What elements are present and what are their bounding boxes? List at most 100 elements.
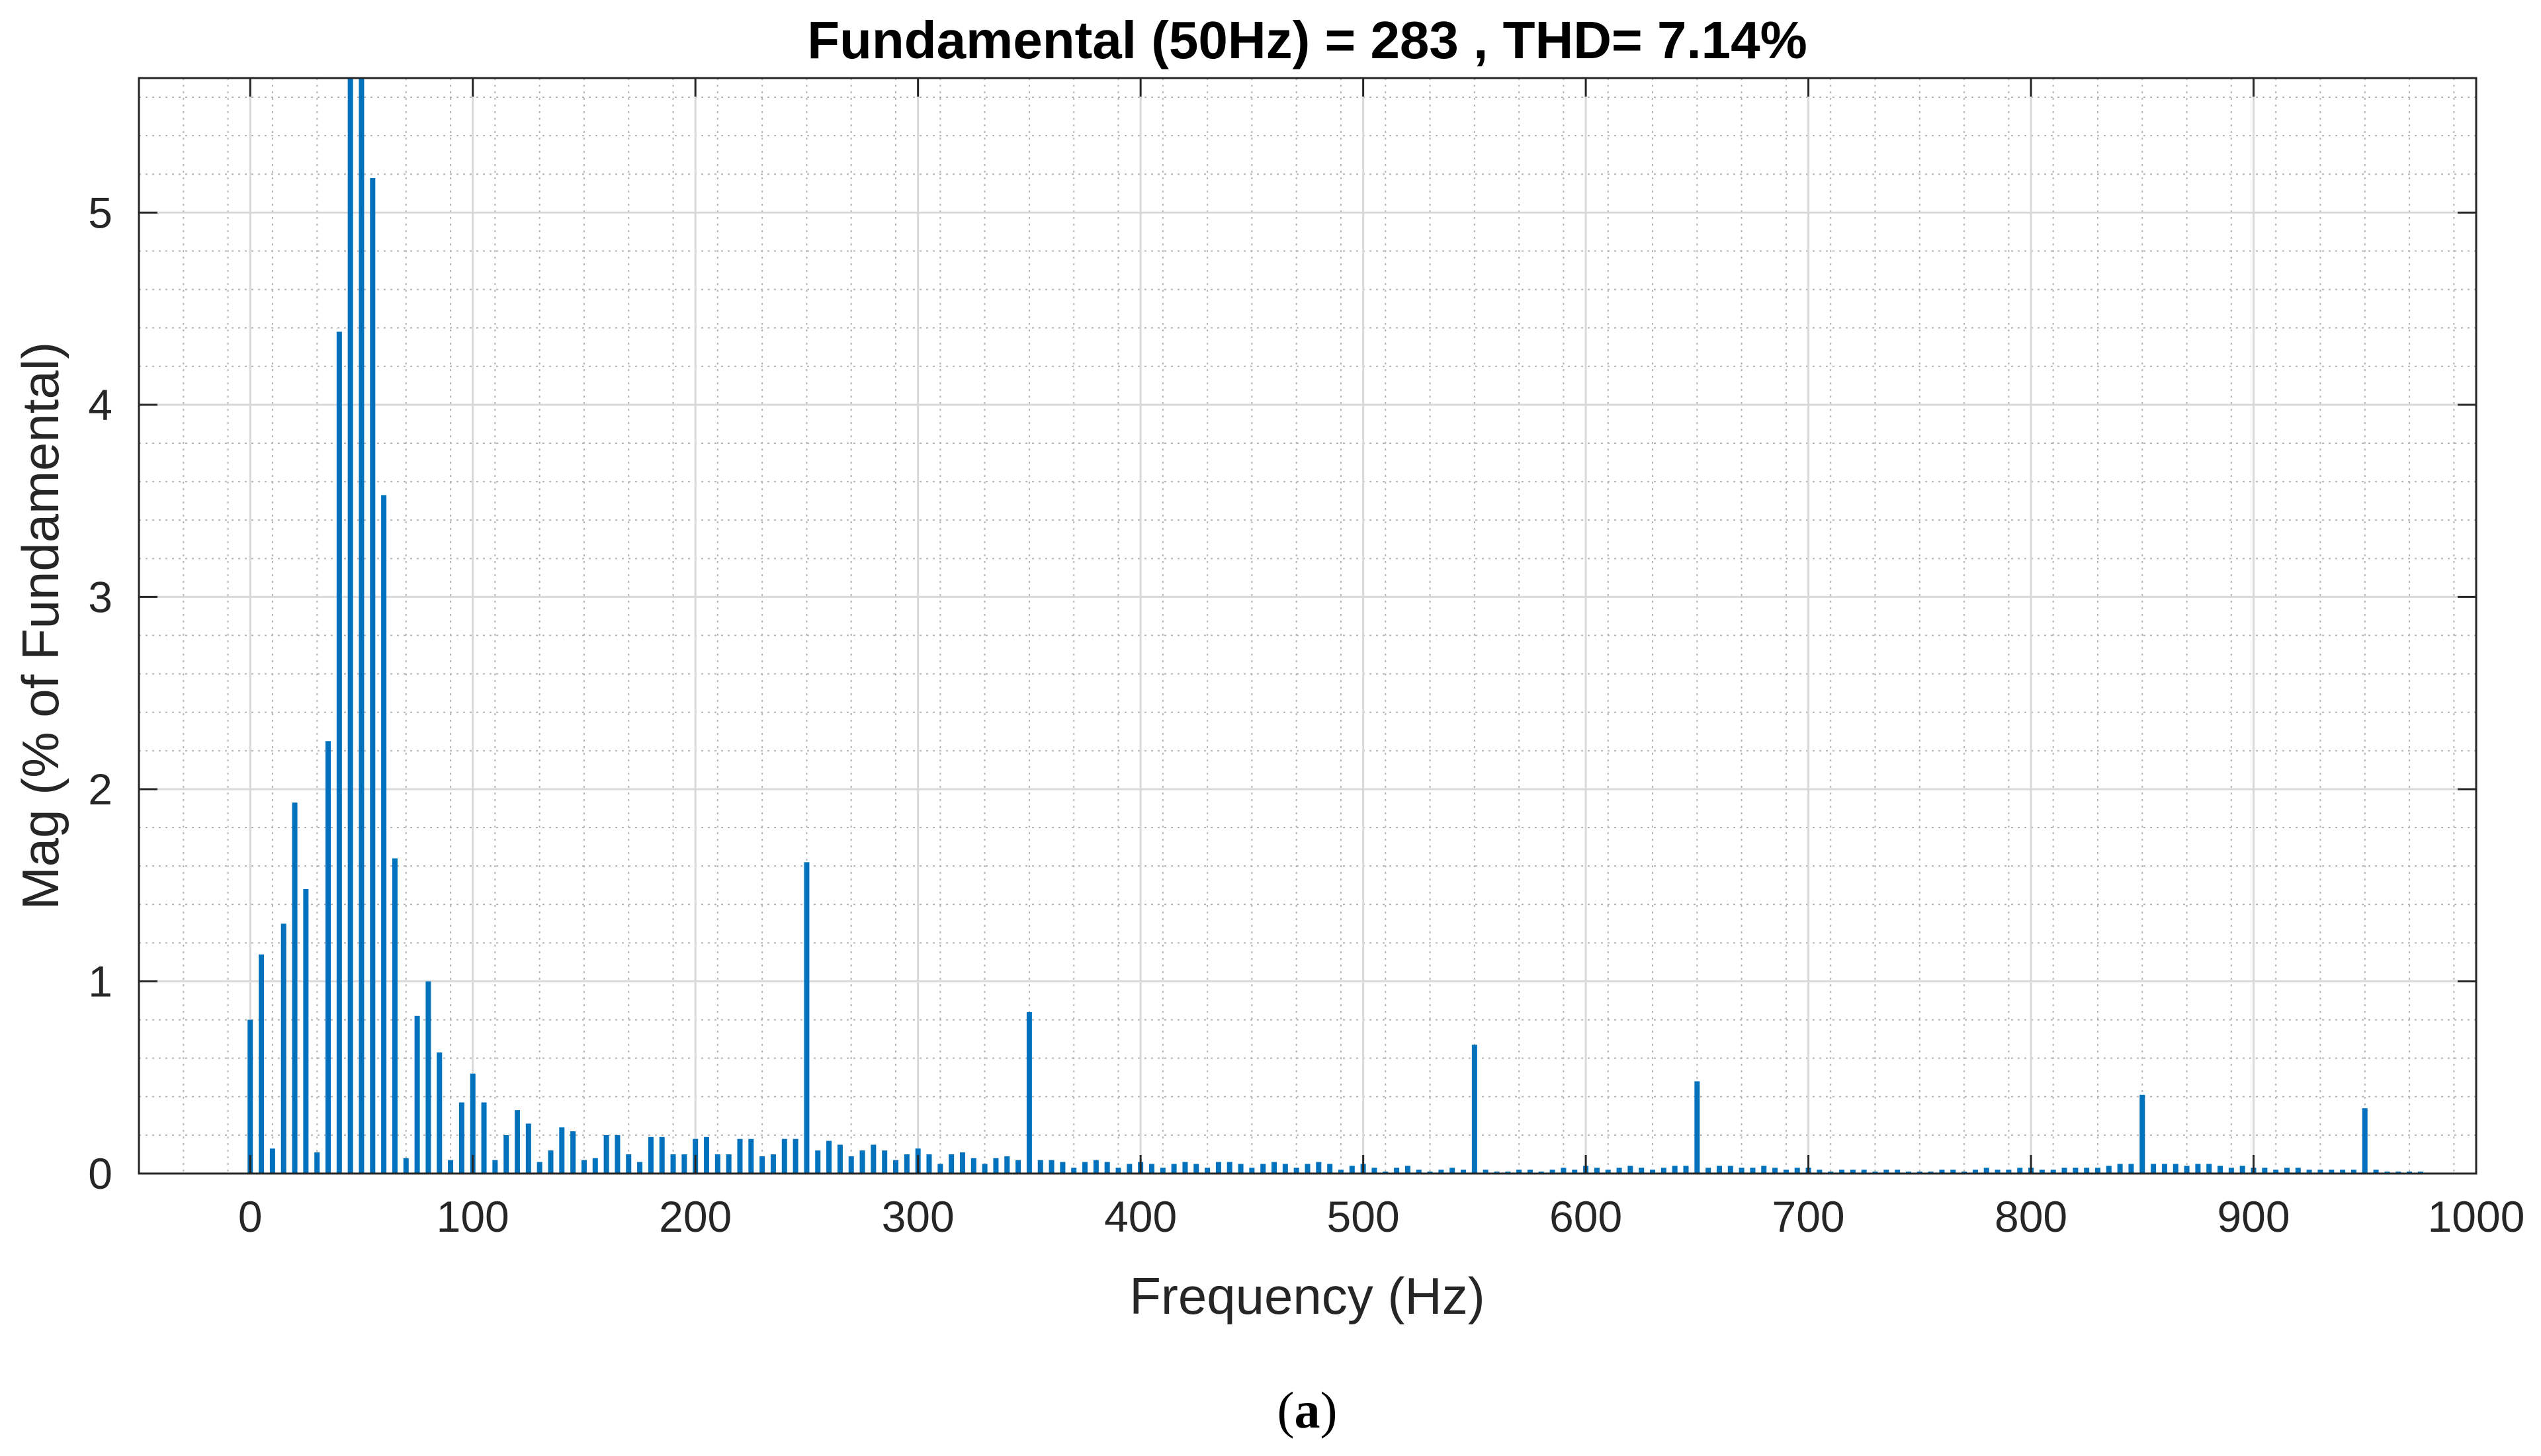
bar: [2017, 1168, 2023, 1174]
bar: [1471, 1045, 1477, 1174]
bar: [425, 981, 431, 1174]
bar: [681, 1154, 687, 1174]
bar: [2073, 1168, 2079, 1174]
bar: [1305, 1164, 1311, 1174]
y-tick-label: 1: [88, 957, 112, 1006]
bar: [1516, 1170, 1522, 1174]
bar: [1238, 1164, 1244, 1174]
bar: [1716, 1166, 1722, 1174]
bar: [2128, 1164, 2134, 1174]
bar: [537, 1162, 542, 1174]
bar: [670, 1154, 676, 1174]
bar: [1572, 1170, 1578, 1174]
x-axis-label: Frequency (Hz): [1129, 1267, 1485, 1325]
bar: [1148, 1164, 1154, 1174]
bar: [1404, 1166, 1410, 1174]
bar: [592, 1158, 598, 1174]
bar: [949, 1154, 955, 1174]
bar: [2151, 1164, 2157, 1174]
bar: [581, 1160, 587, 1174]
bar: [1037, 1160, 1043, 1174]
bar: [403, 1158, 409, 1174]
bar: [748, 1138, 754, 1174]
x-tick-label: 700: [1772, 1192, 1845, 1241]
bar: [1282, 1164, 1288, 1174]
bar: [804, 862, 810, 1174]
x-tick-label: 100: [437, 1192, 509, 1241]
bar: [1071, 1168, 1077, 1174]
bar: [904, 1154, 910, 1174]
bar: [336, 331, 342, 1174]
bar: [1739, 1168, 1744, 1174]
bar: [726, 1154, 732, 1174]
bar: [2262, 1168, 2268, 1174]
bar: [871, 1144, 877, 1174]
bar: [626, 1154, 632, 1174]
bar: [1127, 1164, 1133, 1174]
bar: [759, 1156, 765, 1174]
bar: [1049, 1160, 1055, 1174]
bar: [1972, 1170, 1978, 1174]
bar: [982, 1164, 988, 1174]
bar: [2284, 1168, 2290, 1174]
bar: [993, 1158, 999, 1174]
bar: [1683, 1166, 1689, 1174]
bar: [325, 741, 331, 1174]
x-tick-label: 500: [1327, 1192, 1400, 1241]
bar: [1082, 1162, 1088, 1174]
bar: [615, 1135, 621, 1174]
bar: [1182, 1162, 1188, 1174]
bar: [2306, 1170, 2312, 1174]
bar: [1438, 1170, 1444, 1174]
bar: [1193, 1164, 1199, 1174]
bar: [637, 1162, 643, 1174]
caption-close-paren: ): [1320, 1381, 1338, 1439]
bar: [2094, 1168, 2100, 1174]
plot-background: [139, 78, 2476, 1174]
bar: [2206, 1164, 2212, 1174]
bar: [515, 1110, 521, 1174]
bar: [1293, 1168, 1299, 1174]
bar: [770, 1154, 776, 1174]
y-tick-labels: 0 1 2 3 4 5: [88, 188, 112, 1198]
bar: [280, 923, 286, 1174]
bar: [815, 1150, 821, 1174]
bar: [292, 802, 298, 1174]
bar: [314, 1152, 320, 1174]
bar: [1371, 1168, 1377, 1174]
bar: [525, 1123, 531, 1174]
caption-open-paren: (: [1277, 1381, 1295, 1439]
bar: [2218, 1166, 2223, 1174]
bar: [2350, 1170, 2356, 1174]
bar: [392, 858, 398, 1174]
bar: [1060, 1162, 1066, 1174]
bar: [1249, 1168, 1255, 1174]
bar: [859, 1150, 865, 1174]
bar: [1995, 1170, 2001, 1174]
bar: [1449, 1168, 1455, 1174]
bar: [1260, 1164, 1266, 1174]
bar: [959, 1152, 965, 1174]
bar: [570, 1131, 576, 1174]
bar: [1527, 1170, 1533, 1174]
bar: [714, 1154, 720, 1174]
bar: [1160, 1168, 1166, 1174]
bar: [448, 1160, 454, 1174]
bar: [2317, 1170, 2323, 1174]
bar: [1705, 1168, 1711, 1174]
bar: [2373, 1170, 2379, 1174]
bar: [548, 1150, 554, 1174]
bar: [2273, 1170, 2279, 1174]
bar: [1215, 1162, 1221, 1174]
bar: [1026, 1011, 1032, 1174]
bar: [826, 1140, 832, 1174]
bar: [1327, 1164, 1333, 1174]
bar: [1349, 1166, 1355, 1174]
x-tick-label: 800: [1995, 1192, 2067, 1241]
bar: [1850, 1170, 1856, 1174]
bar: [2117, 1164, 2123, 1174]
bar: [2184, 1166, 2190, 1174]
bar: [1015, 1160, 1021, 1174]
x-tick-label: 0: [238, 1192, 263, 1241]
